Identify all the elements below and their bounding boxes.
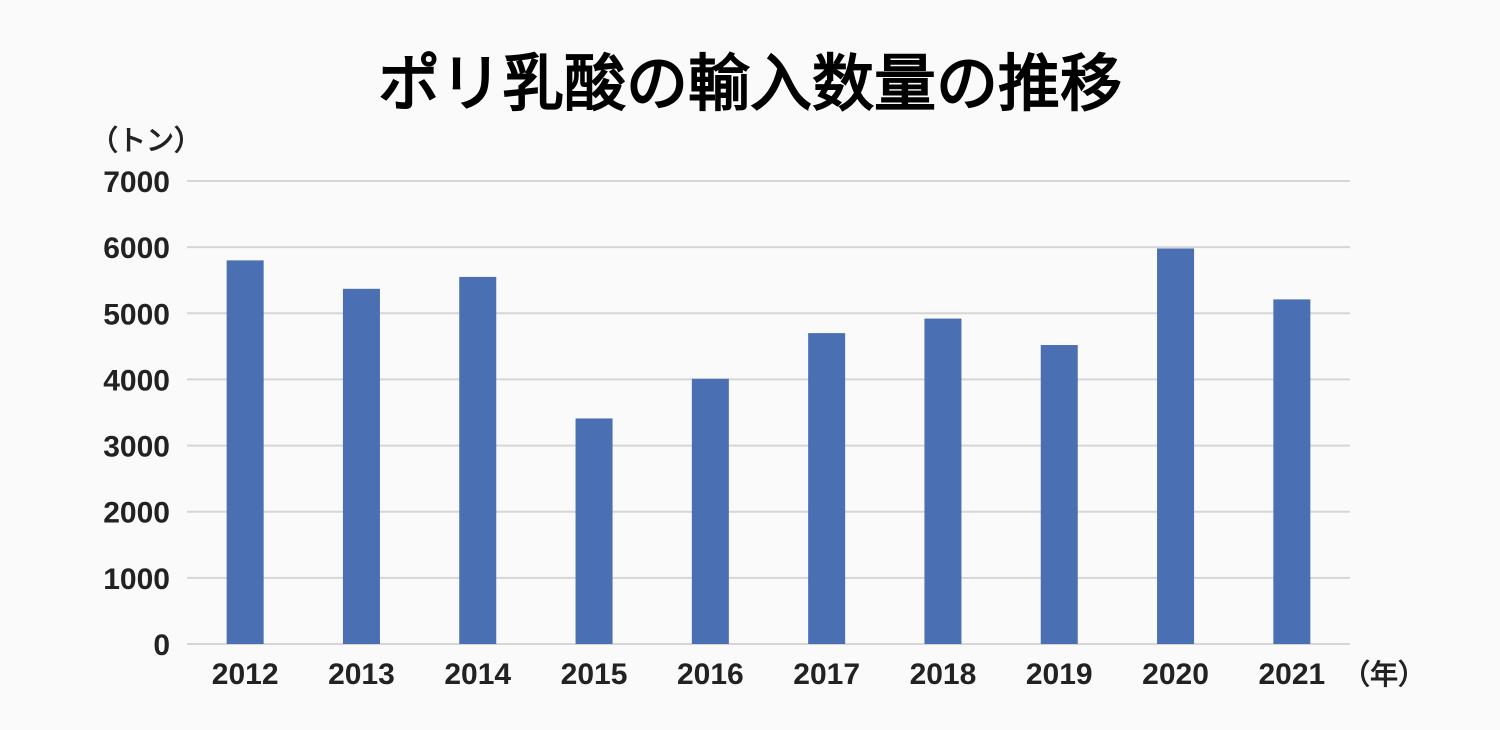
y-tick-label: 7000 — [103, 166, 170, 199]
y-tick-label: 0 — [153, 629, 170, 662]
y-tick-label: 2000 — [103, 497, 170, 530]
x-tick-label: 2019 — [1026, 658, 1093, 691]
x-tick-label: 2013 — [328, 658, 395, 691]
y-tick-label: 6000 — [103, 232, 170, 265]
x-tick-label: 2020 — [1142, 658, 1209, 691]
x-tick-label: 2021 — [1258, 658, 1325, 691]
bar-2017 — [808, 333, 846, 644]
bar-2014 — [459, 276, 497, 644]
bar-2019 — [1040, 345, 1078, 644]
x-tick-label: 2015 — [561, 658, 628, 691]
bar-2018 — [924, 318, 962, 644]
bar-2013 — [342, 288, 380, 644]
gridlines — [187, 180, 1350, 645]
x-tick-label: 2017 — [793, 658, 860, 691]
y-tick-label: 1000 — [103, 563, 170, 596]
x-tick-label: 2014 — [444, 658, 511, 691]
y-tick-label: 3000 — [103, 431, 170, 464]
bar-2020 — [1157, 248, 1195, 645]
bar-2016 — [691, 378, 729, 644]
y-axis-unit-label: （トン） — [90, 124, 202, 157]
x-axis-ticks: 2012 2013 2014 2015 2016 2017 2018 2019 2020 2021 — [212, 658, 1325, 691]
x-tick-label: 2016 — [677, 658, 744, 691]
x-axis-unit-label: （年） — [1342, 658, 1426, 691]
y-axis-ticks: 0 1000 2000 3000 4000 5000 6000 7000 — [103, 166, 170, 662]
bar-2012 — [226, 260, 264, 644]
y-tick-label: 5000 — [103, 298, 170, 331]
x-tick-label: 2018 — [910, 658, 977, 691]
bar-2021 — [1273, 299, 1311, 644]
chart-title: ポリ乳酸の輸入数量の推移 — [378, 47, 1122, 120]
y-tick-label: 4000 — [103, 364, 170, 397]
bars — [226, 248, 1311, 645]
x-tick-label: 2012 — [212, 658, 279, 691]
bar-2015 — [575, 418, 613, 644]
